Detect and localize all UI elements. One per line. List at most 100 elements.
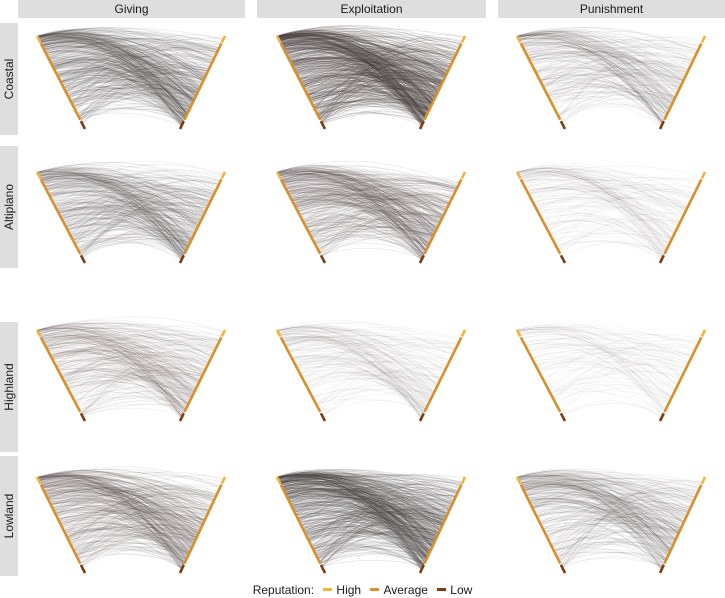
link	[556, 230, 673, 247]
link	[61, 356, 211, 378]
link	[279, 478, 455, 500]
link	[527, 347, 665, 413]
link	[41, 336, 193, 397]
link	[556, 542, 671, 558]
link	[287, 183, 444, 217]
link	[300, 74, 440, 90]
link	[557, 91, 673, 116]
link	[41, 177, 188, 249]
link	[300, 79, 426, 118]
link	[521, 479, 689, 514]
link	[283, 482, 455, 501]
link	[556, 347, 696, 407]
link	[280, 40, 439, 92]
link	[294, 483, 459, 513]
link	[305, 176, 460, 227]
link	[535, 67, 673, 104]
link	[38, 170, 196, 233]
link	[280, 172, 436, 233]
link	[518, 37, 675, 100]
link	[62, 184, 215, 221]
link	[285, 489, 425, 564]
link	[53, 45, 216, 70]
link	[78, 397, 188, 411]
link	[286, 188, 425, 255]
link	[314, 51, 455, 109]
link	[61, 174, 220, 219]
link	[39, 479, 191, 553]
link	[71, 190, 215, 238]
link	[292, 63, 433, 105]
link	[70, 84, 200, 103]
link	[309, 224, 431, 243]
link	[302, 84, 427, 116]
link	[299, 75, 424, 122]
link	[285, 491, 443, 527]
link	[551, 358, 686, 396]
link	[525, 45, 670, 111]
link	[309, 211, 443, 235]
link	[533, 356, 672, 398]
link	[519, 172, 667, 251]
link	[70, 208, 204, 236]
link	[542, 500, 690, 530]
link	[540, 519, 675, 544]
right-axis-high	[700, 171, 707, 179]
link	[67, 378, 196, 390]
link	[290, 57, 442, 86]
link	[283, 488, 433, 547]
link	[46, 347, 182, 419]
link	[79, 238, 191, 254]
link	[279, 479, 428, 558]
link	[39, 323, 218, 347]
link	[289, 186, 448, 209]
link	[291, 194, 453, 201]
link	[41, 477, 205, 522]
link	[51, 352, 192, 399]
link	[517, 167, 681, 222]
link	[520, 480, 684, 524]
link	[523, 338, 693, 357]
link	[277, 471, 435, 542]
link	[277, 322, 454, 355]
link	[293, 194, 437, 231]
link	[79, 550, 183, 569]
link	[56, 509, 196, 542]
link	[278, 37, 428, 115]
link	[525, 488, 682, 528]
link	[517, 34, 675, 101]
link	[39, 174, 214, 196]
link	[294, 361, 427, 409]
link	[280, 39, 436, 99]
left-axis-average	[279, 484, 322, 564]
link	[278, 474, 448, 516]
link	[75, 548, 186, 562]
link	[80, 58, 213, 121]
link	[75, 70, 204, 111]
link	[285, 488, 442, 529]
link	[277, 326, 424, 414]
link	[314, 236, 424, 258]
link	[58, 187, 216, 213]
link	[59, 205, 189, 248]
link	[543, 333, 701, 382]
link	[516, 34, 665, 120]
link	[37, 31, 206, 78]
link	[50, 499, 187, 559]
link	[78, 238, 191, 251]
link	[283, 475, 463, 492]
link	[307, 77, 440, 97]
link	[38, 466, 221, 488]
link	[294, 357, 424, 415]
link	[538, 364, 672, 398]
link	[289, 494, 441, 529]
link	[82, 338, 221, 416]
link	[69, 534, 193, 548]
link	[43, 487, 198, 537]
link	[62, 74, 196, 99]
link	[53, 508, 190, 553]
link	[68, 88, 187, 117]
link	[281, 484, 426, 563]
link	[290, 59, 427, 116]
link	[276, 31, 433, 104]
